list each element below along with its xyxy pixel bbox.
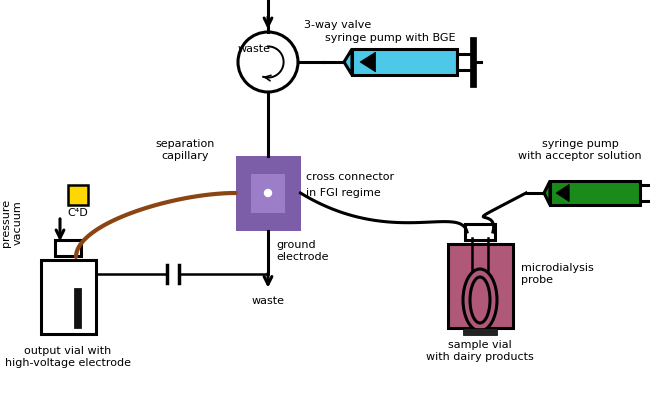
Text: waste: waste [252, 295, 285, 305]
Text: ground
electrode: ground electrode [276, 241, 328, 262]
Bar [352, 49, 457, 75]
Circle shape [265, 190, 272, 196]
Bar [40, 260, 96, 334]
Text: syringe pump
with acceptor solution: syringe pump with acceptor solution [518, 139, 642, 161]
Text: cross connector: cross connector [307, 172, 395, 182]
Bar [550, 181, 640, 205]
Text: output vial with
high-voltage electrode: output vial with high-voltage electrode [5, 346, 131, 368]
Bar [463, 328, 497, 335]
Text: microdialysis
probe: microdialysis probe [521, 263, 593, 285]
Bar [68, 185, 88, 205]
Bar [235, 156, 300, 231]
Polygon shape [344, 49, 352, 75]
Bar [251, 173, 285, 213]
Text: separation
capillary: separation capillary [155, 139, 214, 161]
Bar [465, 224, 495, 240]
Text: syringe pump with BGE: syringe pump with BGE [325, 33, 455, 43]
Bar [42, 284, 94, 332]
Polygon shape [544, 181, 550, 205]
Text: 3-way valve: 3-way valve [304, 20, 371, 30]
Bar [55, 240, 81, 256]
Bar [74, 288, 81, 328]
Ellipse shape [470, 277, 490, 323]
Text: in FGI regime: in FGI regime [307, 188, 382, 198]
Text: pressure
vacuum: pressure vacuum [1, 199, 23, 247]
Ellipse shape [463, 269, 497, 331]
Text: sample vial
with dairy products: sample vial with dairy products [426, 340, 534, 361]
Polygon shape [360, 52, 376, 72]
Text: waste: waste [238, 44, 271, 54]
Bar [640, 185, 650, 201]
Bar [447, 244, 512, 328]
Bar [457, 54, 473, 70]
Polygon shape [556, 184, 569, 201]
Text: C⁴D: C⁴D [68, 208, 88, 218]
